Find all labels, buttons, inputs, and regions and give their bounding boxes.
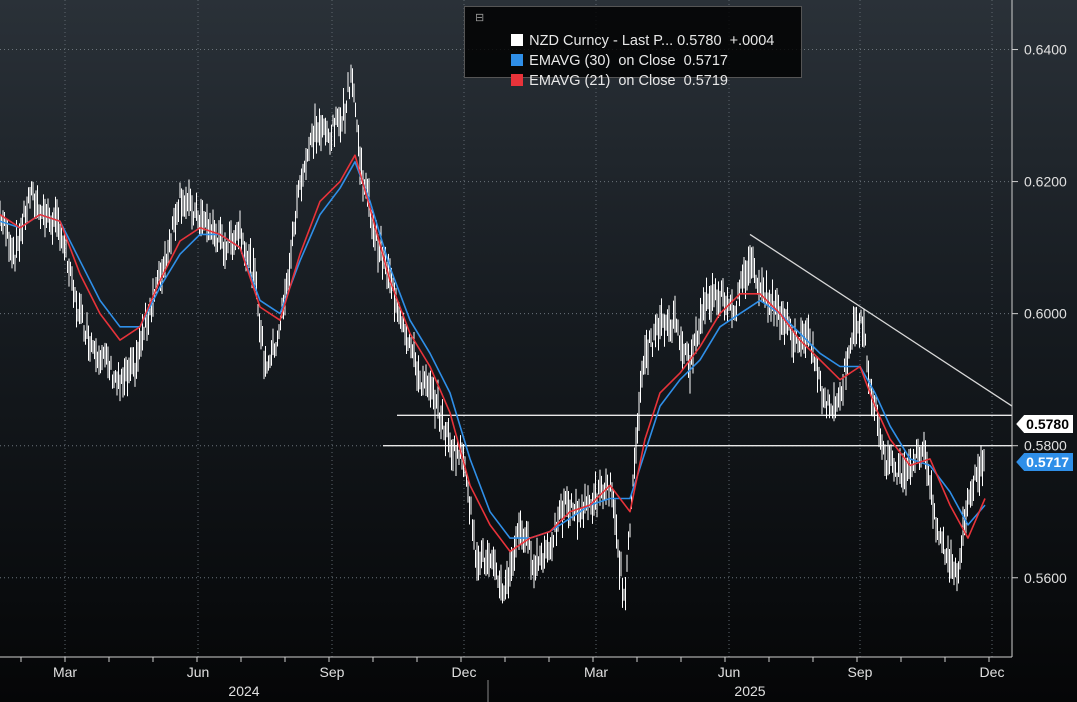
y-tick-label: 0.6200 xyxy=(1024,174,1067,190)
last-price-tag: 0.5780 xyxy=(1016,415,1073,433)
ema30-line xyxy=(0,161,986,539)
ema30-swatch-icon xyxy=(511,54,524,66)
legend-price-label: NZD Curncy - Last P... 0.5780 +.0004 xyxy=(529,33,775,49)
x-tick-label: Sep xyxy=(848,664,873,680)
grid xyxy=(0,0,1012,657)
year-label: 2025 xyxy=(734,683,765,699)
x-tick-label: Mar xyxy=(53,664,77,680)
legend[interactable]: ⊟ NZD Curncy - Last P... 0.5780 +.0004 E… xyxy=(464,6,802,89)
series-lines xyxy=(0,64,986,611)
legend-item-price[interactable]: NZD Curncy - Last P... 0.5780 +.0004 xyxy=(487,11,774,49)
x-tick-label: Jun xyxy=(718,664,741,680)
annotations xyxy=(383,233,1013,447)
legend-ema30-label: EMAVG (30) on Close 0.5717 xyxy=(529,53,728,69)
y-tick-label: 0.6000 xyxy=(1024,306,1067,322)
year-label: 2024 xyxy=(228,683,259,699)
x-tick-label: Jun xyxy=(187,664,210,680)
ema21-line xyxy=(0,154,986,553)
y-tick-label: 0.5800 xyxy=(1024,438,1067,454)
x-tick-label: Sep xyxy=(320,664,345,680)
legend-item-ema30[interactable]: EMAVG (30) on Close 0.5717 xyxy=(487,31,728,69)
trendline xyxy=(749,233,1013,407)
price-swatch-icon xyxy=(511,34,524,46)
x-tick-label: Dec xyxy=(980,664,1005,680)
legend-collapse-icon[interactable]: ⊟ xyxy=(475,12,485,24)
legend-ema21-label: EMAVG (21) on Close 0.5719 xyxy=(529,73,728,89)
price-series xyxy=(0,64,985,611)
x-tick-label: Dec xyxy=(452,664,477,680)
y-tick-label: 0.5600 xyxy=(1024,570,1067,586)
y-tick-label: 0.6400 xyxy=(1024,42,1067,58)
ema21-swatch-icon xyxy=(511,74,524,86)
ema-price-tag: 0.5717 xyxy=(1016,453,1073,471)
x-tick-label: Mar xyxy=(584,664,608,680)
legend-item-ema21[interactable]: EMAVG (21) on Close 0.5719 xyxy=(487,51,728,89)
